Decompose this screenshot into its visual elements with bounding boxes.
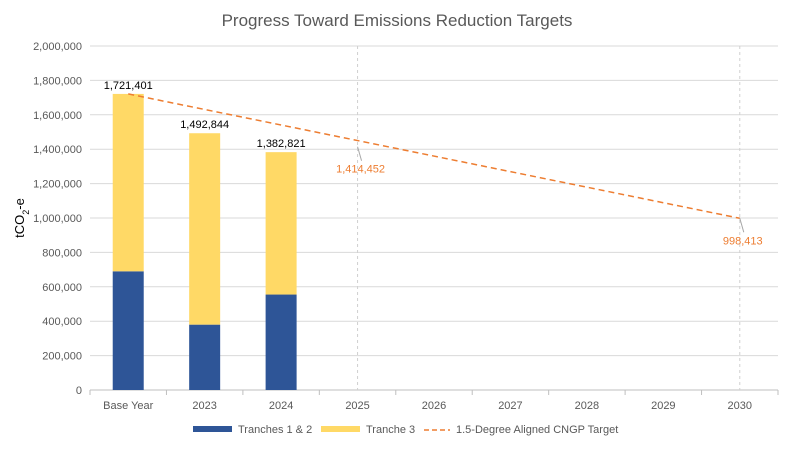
bar-total-label: 1,492,844 [180,119,229,131]
x-tick-label: Base Year [103,400,153,412]
y-tick-label: 1,800,000 [33,75,82,87]
bar-segment [265,152,297,295]
y-tick-label: 1,200,000 [33,179,82,191]
y-axis-ticks: 0 200,000 400,000 600,000 800,000 1,000,000 1,… [33,41,82,397]
y-tick-label: 1,600,000 [33,110,82,122]
target-line [128,93,740,220]
legend-label: 1.5-Degree Aligned CNGP Target [456,424,618,436]
y-axis-title: tCO2-e [12,198,31,238]
legend-label: Tranches 1 & 2 [238,424,312,436]
chart-title: Progress Toward Emissions Reduction Targ… [222,11,573,30]
y-tick-label: 400,000 [42,316,82,328]
x-tick-label: 2023 [192,400,216,412]
y-tick-label: 200,000 [42,351,82,363]
bar-segment [112,93,144,272]
bar-segment [189,324,221,390]
x-axis-ticks: Base Year 2023 2024 2025 2026 2027 2028 2029 203… [89,390,779,412]
x-tick-label: 2027 [498,400,522,412]
y-tick-label: 600,000 [42,282,82,294]
y-tick-label: 1,400,000 [33,144,82,156]
x-tick-label: 2026 [422,400,446,412]
x-tick-label: 2025 [345,400,369,412]
target-value-label: 1,414,452 [336,164,385,176]
legend: Tranches 1 & 2 Tranche 3 1.5-Degree Aligne… [193,424,618,436]
legend-label: Tranche 3 [366,424,415,436]
annotation-leader [357,146,363,161]
x-tick-label: 2029 [651,400,675,412]
x-tick-label: 2028 [575,400,599,412]
y-tick-label: 0 [76,385,82,397]
x-tick-label: 2030 [728,400,752,412]
bar-segment [265,294,297,390]
y-tick-label: 800,000 [42,247,82,259]
legend-swatch [193,426,232,432]
legend-swatch [321,426,360,432]
y-axis-label: tCO2-e [12,198,31,238]
target-value-label: 998,413 [723,235,763,247]
bar-total-label: 1,382,821 [257,138,306,150]
data-labels: 1,721,401 1,492,844 1,382,821 1,414,452 998,… [104,80,763,247]
bar-segment [189,133,221,325]
y-tick-label: 1,000,000 [33,213,82,225]
bars [112,93,297,390]
target-line-group [128,93,745,233]
bar-segment [112,271,144,390]
x-tick-label: 2024 [269,400,293,412]
y-tick-label: 2,000,000 [33,41,82,53]
bar-total-label: 1,721,401 [104,80,153,92]
annotation-leader [739,218,745,233]
